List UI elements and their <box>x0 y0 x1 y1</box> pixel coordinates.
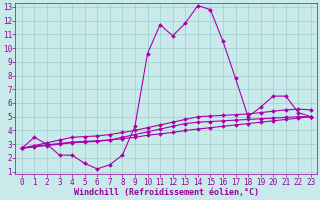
X-axis label: Windchill (Refroidissement éolien,°C): Windchill (Refroidissement éolien,°C) <box>74 188 259 197</box>
